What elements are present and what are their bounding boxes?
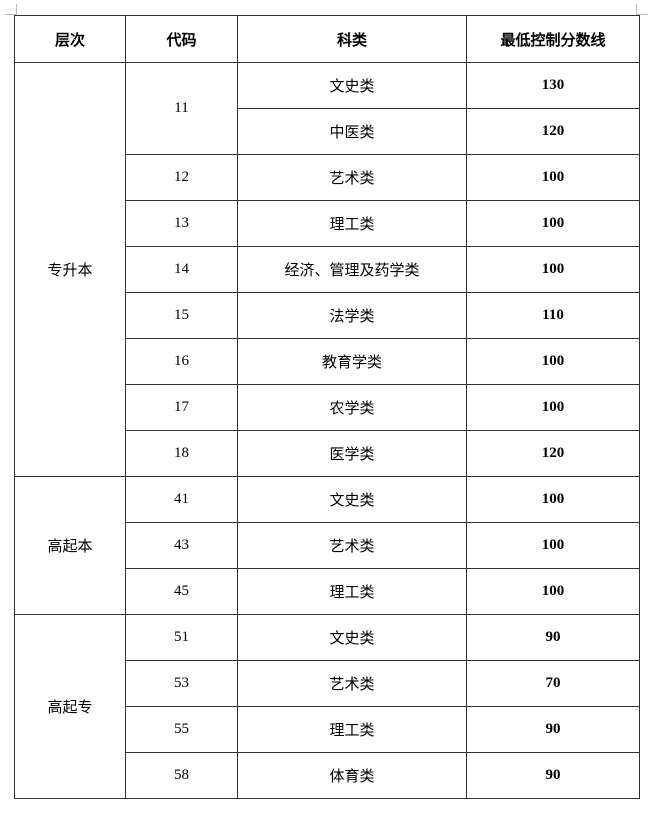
score-cell: 100: [466, 476, 640, 523]
category-cell: 法学类: [237, 292, 467, 339]
table-row: 中医类 120: [15, 108, 640, 155]
score-cell: 110: [466, 292, 640, 339]
header-row: 层次 代码 科类 最低控制分数线: [14, 15, 640, 63]
header-code: 代码: [125, 15, 238, 63]
score-table: 层次 代码 科类 最低控制分数线 专升本 11 文史类 130 中医类 120 12 艺术类 1…: [14, 15, 640, 799]
table-row: 16 教育学类 100: [15, 338, 640, 385]
code-cell: 51: [125, 614, 238, 661]
score-cell: 100: [466, 246, 640, 293]
code-cell: 58: [125, 752, 238, 799]
table-row: 高起本 41 文史类 100: [14, 476, 640, 615]
category-cell: 艺术类: [237, 660, 467, 707]
code-cell: 13: [125, 200, 238, 247]
category-cell: 教育学类: [237, 338, 467, 385]
page-corner-mark-right: [636, 4, 637, 15]
category-cell: 理工类: [237, 568, 467, 615]
header-level: 层次: [14, 15, 126, 63]
category-cell: 农学类: [237, 384, 467, 431]
category-cell: 文史类: [237, 62, 467, 109]
table-row: 55 理工类 90: [15, 706, 640, 753]
code-cell: 12: [125, 154, 238, 201]
score-cell: 120: [466, 430, 640, 477]
level-cell: 高起本: [14, 476, 126, 615]
table-row: 17 农学类 100: [15, 384, 640, 431]
score-cell: 100: [466, 384, 640, 431]
page-corner-mark-left-h: [5, 14, 16, 15]
table-row: 高起专 51 文史类 90: [14, 614, 640, 799]
code-cell: 11: [125, 62, 238, 155]
header-score: 最低控制分数线: [466, 15, 640, 63]
code-cell: 16: [125, 338, 238, 385]
score-cell: 100: [466, 522, 640, 569]
code-cell: 17: [125, 384, 238, 431]
header-category: 科类: [237, 15, 467, 63]
code-cell: 55: [125, 706, 238, 753]
code-cell: 15: [125, 292, 238, 339]
category-cell: 经济、管理及药学类: [237, 246, 467, 293]
score-cell: 100: [466, 568, 640, 615]
table-row: 45 理工类 100: [15, 568, 640, 615]
score-cell: 120: [466, 108, 640, 155]
code-cell: 53: [125, 660, 238, 707]
score-cell: 100: [466, 200, 640, 247]
page-corner-mark-right-h: [637, 14, 648, 15]
category-cell: 理工类: [237, 706, 467, 753]
code-cell: 45: [125, 568, 238, 615]
level-cell: 高起专: [14, 614, 126, 799]
category-cell: 体育类: [237, 752, 467, 799]
score-cell: 90: [466, 752, 640, 799]
table-row: 18 医学类 120: [15, 430, 640, 477]
table-row: 14 经济、管理及药学类 100: [15, 246, 640, 293]
score-cell: 100: [466, 338, 640, 385]
category-cell: 医学类: [237, 430, 467, 477]
category-cell: 艺术类: [237, 154, 467, 201]
category-cell: 中医类: [237, 108, 467, 155]
score-cell: 70: [466, 660, 640, 707]
score-cell: 90: [466, 614, 640, 661]
code-cell: 14: [125, 246, 238, 293]
table-row: 15 法学类 110: [15, 292, 640, 339]
category-cell: 文史类: [237, 614, 467, 661]
score-cell: 130: [466, 62, 640, 109]
table-row: 58 体育类 90: [15, 752, 640, 799]
category-cell: 艺术类: [237, 522, 467, 569]
code-cell: 18: [125, 430, 238, 477]
category-cell: 理工类: [237, 200, 467, 247]
page-corner-mark-left: [16, 4, 17, 15]
score-cell: 100: [466, 154, 640, 201]
category-cell: 文史类: [237, 476, 467, 523]
table-row: 专升本 11 文史类 130: [14, 62, 640, 477]
table-row: 43 艺术类 100: [15, 522, 640, 569]
code-cell: 43: [125, 522, 238, 569]
level-cell: 专升本: [14, 62, 126, 477]
score-cell: 90: [466, 706, 640, 753]
code-cell: 41: [125, 476, 238, 523]
table-row: 53 艺术类 70: [15, 660, 640, 707]
